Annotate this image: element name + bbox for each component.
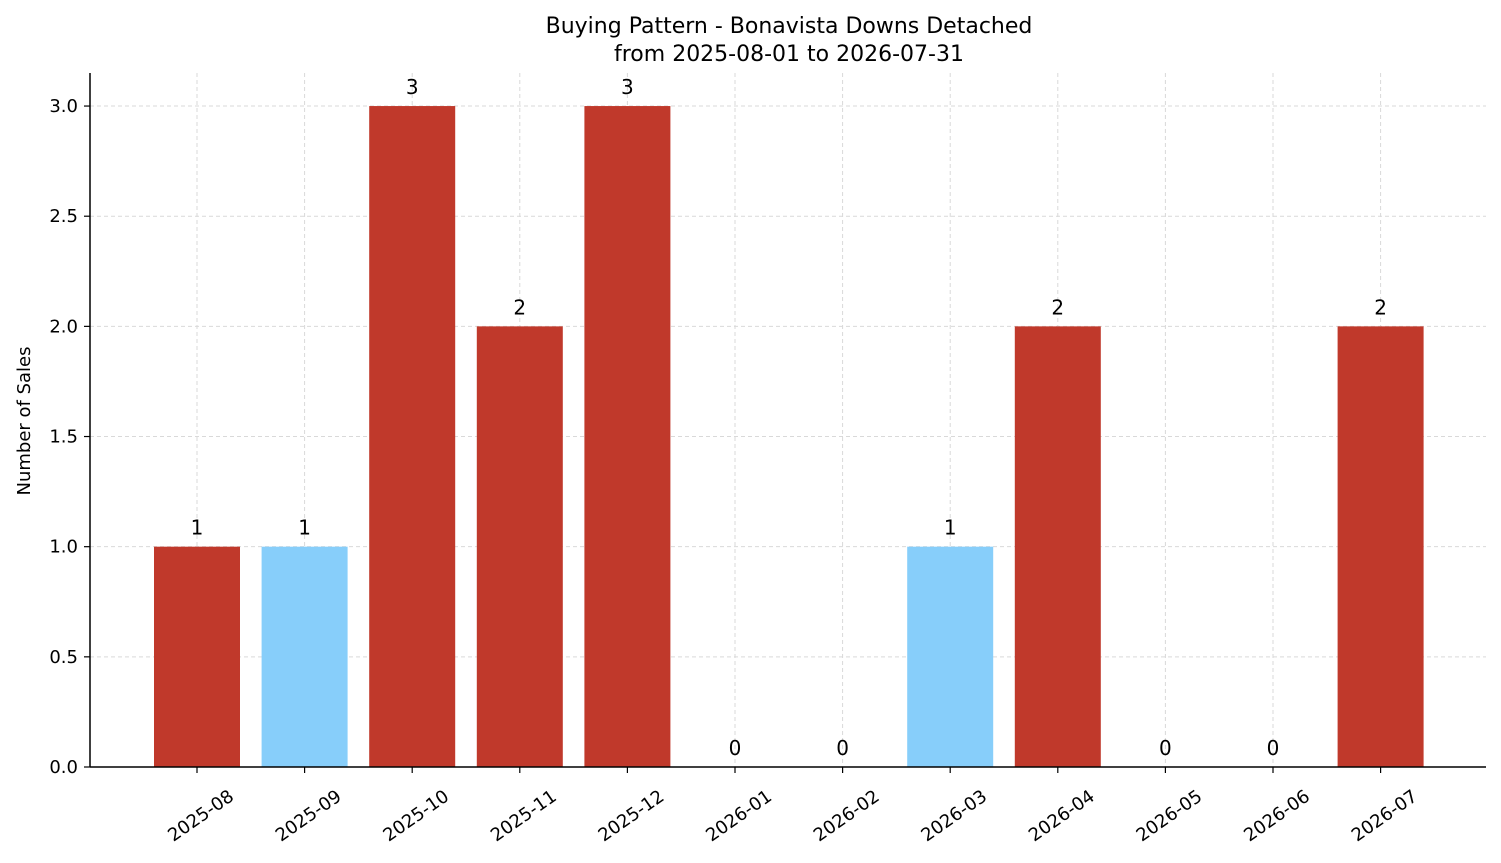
x-tick-label: 2026-02 [810,786,884,846]
x-tick-label: 2026-05 [1133,786,1207,846]
x-tick-label: 2026-04 [1025,786,1099,846]
data-label: 2 [1374,295,1387,319]
y-tick-label: 1.0 [49,537,78,558]
data-label: 0 [836,736,849,760]
data-label: 0 [1267,736,1280,760]
y-tick-label: 2.0 [49,316,78,337]
y-tick-label: 0.5 [49,647,78,668]
bar-2025-09 [261,546,348,767]
x-tick-label: 2026-03 [917,786,991,846]
data-label: 2 [1051,295,1064,319]
bar-2026-07 [1337,326,1424,767]
data-label: 2 [513,295,526,319]
data-label: 0 [1159,736,1172,760]
x-tick-label: 2025-11 [487,786,561,846]
data-label: 3 [621,75,634,99]
data-label: 3 [406,75,419,99]
bar-2025-10 [369,106,456,768]
axes-layer [89,73,1486,768]
x-tick-label: 2025-12 [595,786,669,846]
y-tick-label: 3.0 [49,96,78,117]
x-tick-label: 2026-07 [1348,786,1422,846]
y-ticks: 0.0 0.5 1.0 1.5 2.0 2.5 3.0 [49,96,90,778]
data-label: 1 [298,516,311,540]
bar-2026-04 [1014,326,1101,767]
x-tick-label: 2025-09 [272,786,346,846]
labels-layer: 1 1 3 2 3 0 0 1 2 0 0 2 [191,75,1387,760]
y-axis-label: Number of Sales [14,346,35,495]
data-label: 0 [729,736,742,760]
bars-layer [154,106,1424,768]
y-tick-label: 0.0 [49,757,78,778]
bar-2026-03 [907,546,994,767]
y-tick-label: 2.5 [49,206,78,227]
x-tick-label: 2025-08 [164,786,238,846]
y-tick-label: 1.5 [49,427,78,448]
bar-2025-12 [584,106,671,768]
x-ticks: 2025-08 2025-09 2025-10 2025-11 2025-12 2026-… [164,767,1421,846]
chart-title: Buying Pattern - Bonavista Downs Detache… [546,14,1033,39]
chart-subtitle: from 2025-08-01 to 2026-07-31 [614,42,964,67]
data-label: 1 [191,516,204,540]
x-tick-label: 2025-10 [379,786,453,846]
x-tick-label: 2026-06 [1240,786,1314,846]
bar-2025-11 [476,326,563,767]
data-label: 1 [944,516,957,540]
x-tick-label: 2026-01 [702,786,776,846]
bar-2025-08 [154,546,240,767]
